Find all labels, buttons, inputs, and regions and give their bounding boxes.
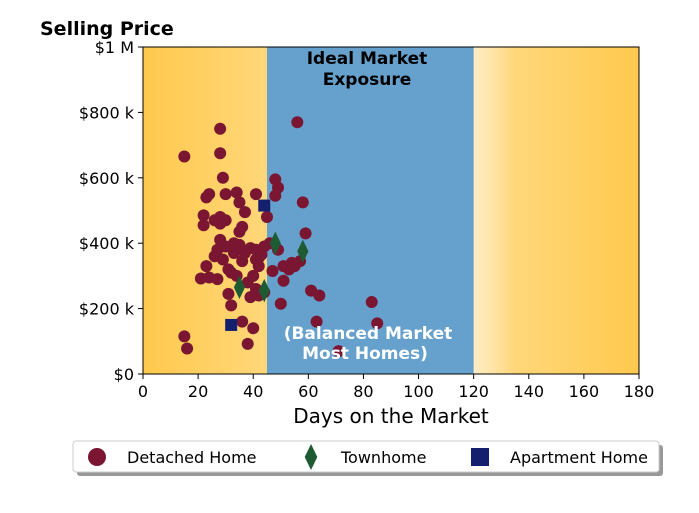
detached-home-point: [216, 171, 229, 184]
detached-home-point: [247, 322, 260, 335]
detached-home-point: [178, 330, 191, 343]
legend-marker-detached-home: [88, 448, 106, 466]
y-tick-label: $600 k: [79, 169, 135, 188]
detached-home-point: [274, 297, 287, 310]
x-tick-label: 40: [243, 382, 263, 401]
townhome-point: [233, 275, 246, 299]
y-tick-label: $400 k: [79, 234, 135, 253]
x-tick-label: 100: [403, 382, 434, 401]
detached-home-point: [296, 196, 309, 209]
detached-home-point: [181, 342, 194, 355]
y-tick-label: $1 M: [95, 38, 134, 57]
legend-marker-apartment-home: [471, 448, 489, 466]
detached-home-point: [365, 296, 378, 309]
y-tick-label: $0: [114, 365, 134, 384]
detached-home-point: [216, 253, 229, 266]
detached-home-point: [178, 150, 191, 163]
townhome-point: [297, 239, 309, 263]
detached-home-point: [261, 211, 273, 224]
x-tick-label: 80: [353, 382, 373, 401]
band-title-line-2: Exposure: [323, 70, 412, 90]
detached-home-point: [230, 186, 243, 199]
legend: Detached Home Townhome Apartment Home: [72, 440, 663, 476]
detached-home-point: [219, 188, 232, 201]
detached-home-point: [233, 196, 246, 209]
data-points: [178, 116, 384, 358]
detached-home-point: [214, 147, 227, 160]
legend-marker-townhome: [304, 443, 318, 471]
apartment-home-point: [258, 199, 271, 212]
band-note-line-1: (Balanced Market: [284, 324, 453, 344]
detached-home-point: [236, 220, 249, 233]
detached-home-point: [249, 188, 262, 201]
x-tick-label: 160: [569, 382, 600, 401]
legend-box: [72, 440, 660, 473]
detached-home-point: [277, 274, 290, 287]
detached-home-point: [197, 209, 210, 222]
x-axis-label: Days on the Market: [293, 404, 489, 428]
legend-label-apartment-home: Apartment Home: [510, 448, 648, 467]
x-tick-label: 60: [298, 382, 318, 401]
ideal-exposure-band: [267, 47, 474, 374]
apartment-home-point: [225, 318, 238, 331]
detached-home-point: [371, 317, 384, 330]
detached-home-point: [247, 269, 260, 282]
detached-home-point: [219, 214, 232, 227]
townhome-point: [269, 231, 281, 255]
detached-home-point: [211, 273, 224, 286]
legend-items: Detached Home Townhome Apartment Home: [88, 443, 648, 471]
legend-label-townhome: Townhome: [340, 448, 426, 467]
detached-home-point: [310, 315, 323, 328]
legend-label-detached-home: Detached Home: [127, 448, 257, 467]
detached-home-point: [225, 299, 238, 312]
detached-home-point: [272, 181, 285, 194]
x-tick-label: 120: [458, 382, 489, 401]
y-axis: $0 $200 k $400 k $600 k $800 k $1 M: [79, 38, 143, 384]
x-tick-label: 20: [188, 382, 208, 401]
y-tick-label: $200 k: [79, 300, 135, 319]
y-tick-label: $800 k: [79, 103, 135, 122]
x-tick-label: 140: [514, 382, 545, 401]
plot-frame: [142, 46, 640, 375]
detached-home-point: [313, 289, 326, 302]
band-title-line-1: Ideal Market: [307, 49, 428, 69]
detached-home-point: [291, 116, 304, 129]
detached-home-point: [241, 337, 254, 350]
chart-title: Selling Price: [40, 18, 174, 40]
detached-home-point: [299, 227, 312, 240]
detached-home-point: [203, 188, 216, 201]
detached-home-point: [200, 260, 213, 273]
x-axis: 0 20 40 60 80 100 120 140 160 180: [138, 374, 654, 401]
x-tick-label: 180: [624, 382, 655, 401]
detached-home-point: [238, 206, 251, 219]
detached-home-point: [197, 219, 210, 232]
detached-home-point: [214, 122, 227, 135]
detached-home-point: [222, 287, 235, 300]
townhome-point: [258, 279, 270, 303]
band-note-line-2: Most Homes): [302, 344, 428, 364]
x-tick-label: 0: [138, 382, 148, 401]
detached-home-point: [266, 264, 279, 277]
detached-home-point: [236, 315, 249, 328]
detached-home-point: [332, 345, 345, 358]
detached-home-point: [252, 260, 265, 273]
